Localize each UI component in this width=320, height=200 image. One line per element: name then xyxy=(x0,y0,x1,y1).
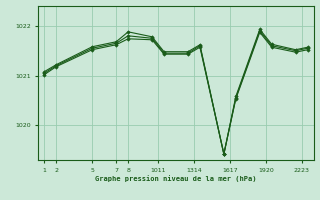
X-axis label: Graphe pression niveau de la mer (hPa): Graphe pression niveau de la mer (hPa) xyxy=(95,175,257,182)
